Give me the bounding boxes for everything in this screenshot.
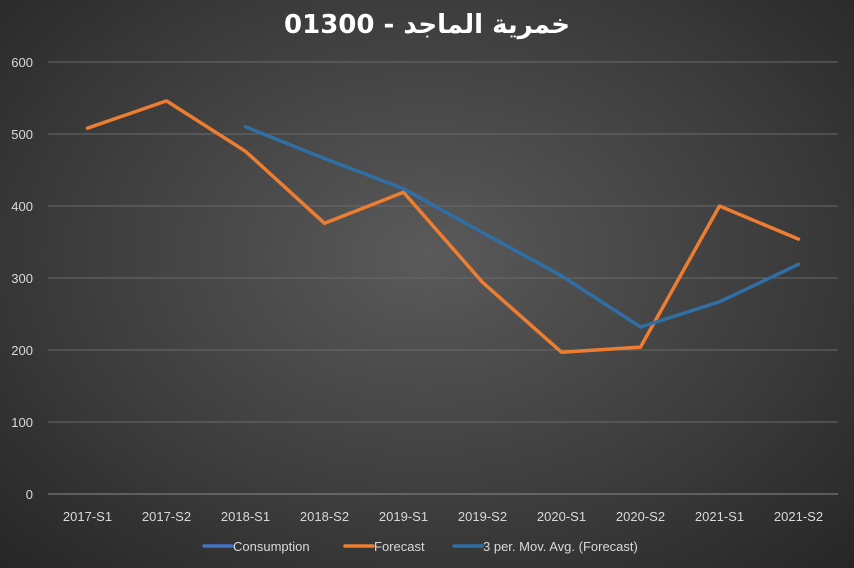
y-tick-label: 400 bbox=[11, 199, 33, 214]
x-tick-label: 2017-S1 bbox=[63, 509, 112, 524]
legend-label: 3 per. Mov. Avg. (Forecast) bbox=[483, 539, 638, 554]
x-tick-label: 2021-S2 bbox=[774, 509, 823, 524]
x-tick-label: 2019-S1 bbox=[379, 509, 428, 524]
x-axis-ticks: 2017-S1 2017-S2 2018-S1 2018-S2 2019-S1 2019-… bbox=[63, 509, 823, 524]
legend-label: Consumption bbox=[233, 539, 310, 554]
series-line-1 bbox=[85, 99, 801, 354]
y-tick-label: 200 bbox=[11, 343, 33, 358]
chart-title: 01300 - خمرية الماجد bbox=[284, 10, 570, 40]
legend: Consumption Forecast 3 per. Mov. Avg. (For… bbox=[202, 539, 638, 554]
y-axis-ticks: 0 100 200 300 400 500 600 bbox=[11, 55, 33, 502]
x-tick-label: 2018-S1 bbox=[221, 509, 270, 524]
x-tick-label: 2017-S2 bbox=[142, 509, 191, 524]
x-tick-label: 2020-S2 bbox=[616, 509, 665, 524]
gridlines bbox=[48, 61, 838, 495]
y-tick-label: 500 bbox=[11, 127, 33, 142]
y-tick-label: 300 bbox=[11, 271, 33, 286]
y-tick-label: 100 bbox=[11, 415, 33, 430]
y-tick-label: 600 bbox=[11, 55, 33, 70]
x-tick-label: 2018-S2 bbox=[300, 509, 349, 524]
x-tick-label: 2021-S1 bbox=[695, 509, 744, 524]
y-tick-label: 0 bbox=[26, 487, 33, 502]
legend-label: Forecast bbox=[374, 539, 425, 554]
x-tick-label: 2019-S2 bbox=[458, 509, 507, 524]
series-line-2 bbox=[243, 125, 801, 329]
series-lines bbox=[85, 99, 801, 354]
x-tick-label: 2020-S1 bbox=[537, 509, 586, 524]
